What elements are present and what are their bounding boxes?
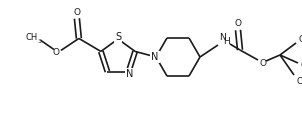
Text: O: O — [259, 58, 266, 68]
Text: CH: CH — [26, 33, 38, 42]
Text: H: H — [223, 38, 230, 46]
Text: O: O — [234, 18, 242, 27]
Text: N: N — [219, 33, 225, 42]
Text: 3: 3 — [38, 39, 42, 44]
Text: CH: CH — [301, 62, 302, 71]
Text: O: O — [73, 8, 80, 17]
Text: CH: CH — [299, 35, 302, 44]
Text: S: S — [115, 33, 121, 42]
Text: CH: CH — [297, 77, 302, 86]
Text: N: N — [126, 69, 133, 79]
Text: O: O — [52, 48, 59, 57]
Text: N: N — [151, 52, 159, 62]
